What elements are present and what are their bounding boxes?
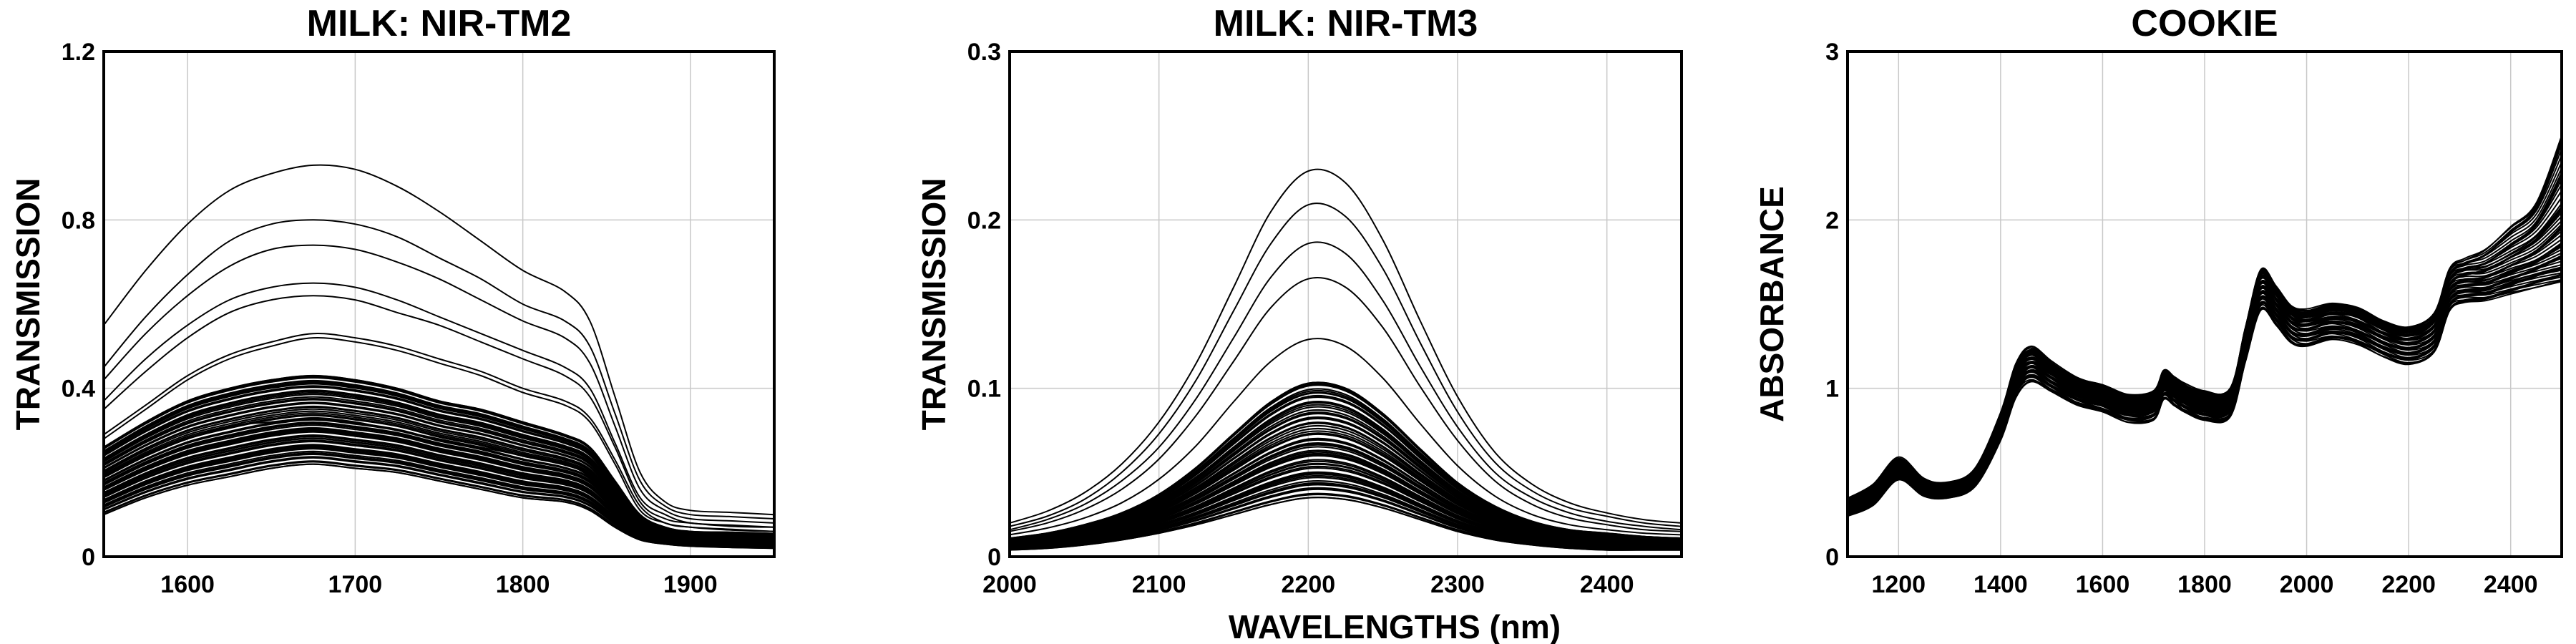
spectra-curves xyxy=(1010,168,1682,551)
spectrum-line-mid-lower xyxy=(1848,266,2562,512)
x-tick-label: 2400 xyxy=(1580,571,1634,598)
x-tick-label: 2300 xyxy=(1430,571,1485,598)
spectrum-line xyxy=(104,424,774,543)
spectra-curves xyxy=(1848,135,2562,517)
plot-frame xyxy=(1008,50,1683,558)
x-tick-label: 1400 xyxy=(1974,571,2028,598)
shared-x-axis-label: WAVELENGTHS (nm) xyxy=(1229,608,1561,644)
spectrum-line xyxy=(104,430,774,544)
spectrum-line-upper xyxy=(1848,135,2562,500)
y-tick-label: 0.8 xyxy=(62,207,95,234)
spectrum-line-dense-mid xyxy=(104,416,774,541)
y-tick-label: 0 xyxy=(987,544,1001,571)
panel-milk-nir-tm3: MILK: NIR-TM3 TRANSMISSION 2000 2100 2200 2… xyxy=(915,3,1683,598)
x-tick-label: 1600 xyxy=(160,571,215,598)
x-tick-label: 1200 xyxy=(1871,571,1926,598)
x-tick-label: 1600 xyxy=(2076,571,2130,598)
plot-frame xyxy=(1846,50,2563,558)
spectrum-line xyxy=(1010,474,1682,549)
spectrum-line-mid xyxy=(1848,243,2562,509)
x-tick-label: 1900 xyxy=(663,571,718,598)
spectrum-line-s5 xyxy=(104,295,774,528)
spectrum-line-s4 xyxy=(1010,276,1682,532)
spectrum-line-s4 xyxy=(104,282,774,528)
x-tick-label: 2200 xyxy=(1282,571,1336,598)
spectrum-line xyxy=(104,408,774,540)
y-tick-label: 1.2 xyxy=(62,39,95,66)
chart-title: MILK: NIR-TM3 xyxy=(1214,3,1478,44)
y-tick-label: 2 xyxy=(1825,207,1839,234)
y-tick-label: 0.1 xyxy=(967,376,1001,403)
y-tick-label: 0 xyxy=(82,544,95,571)
y-tick-label: 0.4 xyxy=(62,376,95,403)
y-axis-label: TRANSMISSION xyxy=(915,178,952,431)
y-tick-label: 0.2 xyxy=(967,207,1001,234)
y-axis-label: TRANSMISSION xyxy=(9,178,47,431)
spectrum-line-dense-top xyxy=(1010,381,1682,540)
x-tick-labels: 2000 2100 2200 2300 2400 xyxy=(982,571,1634,598)
y-tick-label: 1 xyxy=(1825,376,1839,403)
spectrum-line xyxy=(104,414,774,541)
x-tick-label: 2100 xyxy=(1132,571,1186,598)
spectrum-line-s5 xyxy=(1010,338,1682,536)
spectrum-line xyxy=(104,386,774,537)
x-tick-label: 2000 xyxy=(982,571,1037,598)
x-tick-label: 1800 xyxy=(2177,571,2232,598)
spectrum-line xyxy=(1010,424,1682,544)
spectrum-line-s2 xyxy=(1010,203,1682,527)
spectrum-line-s2 xyxy=(104,219,774,519)
x-tick-label: 2400 xyxy=(2484,571,2538,598)
spectrum-line xyxy=(1010,446,1682,546)
spectrum-line xyxy=(104,447,774,547)
plot-frame xyxy=(102,50,776,558)
spectrum-line-mid-upper xyxy=(1848,205,2562,505)
spectrum-line-max xyxy=(104,164,774,516)
spectrum-line xyxy=(1010,404,1682,542)
spectrum-line-s7 xyxy=(104,336,774,532)
y-axis-label: ABSORBANCE xyxy=(1753,186,1790,422)
spectrum-line-max xyxy=(1010,168,1682,524)
spectrum-line xyxy=(1010,467,1682,548)
x-tick-labels: 1200 1400 1600 1800 2000 2200 2400 xyxy=(1871,571,2537,598)
spectrum-line xyxy=(104,440,774,546)
y-tick-labels: 0 0.4 0.8 1.2 xyxy=(62,39,95,571)
y-tick-labels: 0 0.1 0.2 0.3 xyxy=(967,39,1001,571)
spectrum-line xyxy=(1010,454,1682,547)
spectrum-line-lower xyxy=(1848,280,2562,516)
x-tick-label: 1700 xyxy=(328,571,383,598)
spectrum-line xyxy=(1010,488,1682,550)
spectrum-line-s3 xyxy=(104,244,774,524)
spectrum-line-min xyxy=(1010,497,1682,551)
y-tick-label: 3 xyxy=(1825,39,1839,66)
y-tick-label: 0 xyxy=(1825,544,1839,571)
spectrum-line-s3 xyxy=(1010,241,1682,531)
x-tick-labels: 1600 1700 1800 1900 xyxy=(160,571,717,598)
chart-title: COOKIE xyxy=(2131,3,2278,44)
spectra-curves xyxy=(104,164,774,550)
y-tick-label: 0.3 xyxy=(967,39,1001,66)
spectrum-line-dense-top xyxy=(104,375,774,535)
spectrum-line xyxy=(104,391,774,537)
x-tick-label: 2200 xyxy=(2381,571,2436,598)
spectrum-line-dense-mid xyxy=(1010,432,1682,545)
panel-cookie: COOKIE ABSORBANCE 1200 1400 1600 1800 2000 22… xyxy=(1753,3,2563,598)
chart-title: MILK: NIR-TM2 xyxy=(307,3,572,44)
x-tick-label: 2000 xyxy=(2280,571,2334,598)
spectrum-line-min xyxy=(104,463,774,550)
y-tick-labels: 0 1 2 3 xyxy=(1825,39,1839,571)
spectrum-line xyxy=(1010,381,1682,540)
panel-milk-nir-tm2: MILK: NIR-TM2 TRANSMISSION 1600 1700 1800 1… xyxy=(9,3,776,598)
x-tick-label: 1800 xyxy=(496,571,550,598)
spectrum-line xyxy=(1010,396,1682,541)
